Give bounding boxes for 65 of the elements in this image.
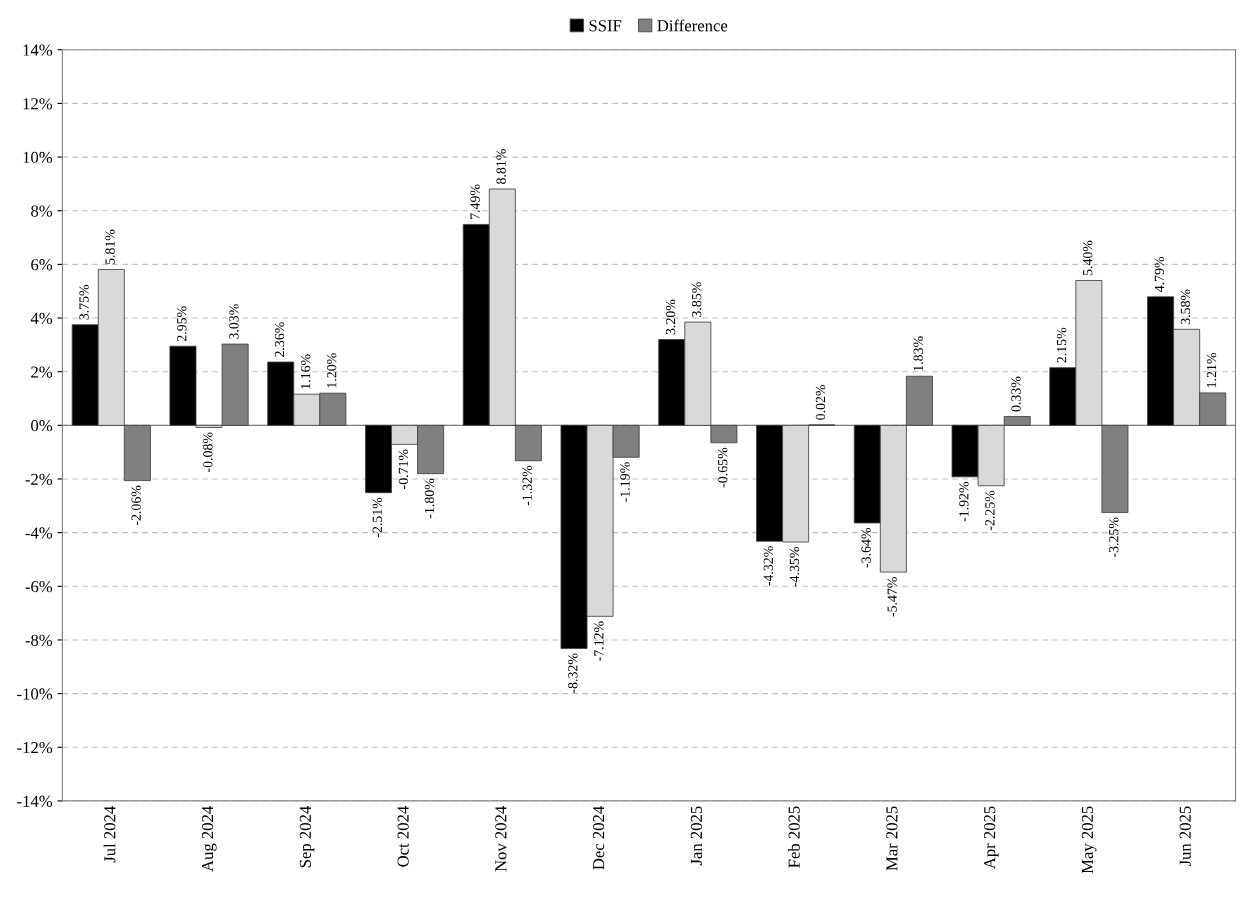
data-label: -3.25%	[1109, 517, 1119, 558]
data-label: -5.47%	[887, 577, 897, 617]
data-label: 2.15%	[1056, 327, 1067, 363]
x-tick-label: Nov 2024	[495, 806, 507, 872]
data-label: -1.19%	[620, 462, 630, 502]
data-label: 1.83%	[913, 336, 923, 371]
data-label: 1.16%	[300, 354, 311, 389]
data-label: -1.92%	[959, 481, 969, 522]
data-label: -0.71%	[398, 449, 409, 489]
data-label: -1.32%	[522, 465, 532, 506]
data-label: -7.12%	[594, 621, 604, 661]
y-tick-label: -12%	[17, 741, 53, 754]
y-tick-label: 2%	[31, 366, 53, 378]
y-tick-label: -6%	[25, 581, 53, 593]
x-tick-label: Aug 2024	[201, 806, 217, 872]
y-tick-label: 12%	[23, 98, 53, 110]
data-label: -8.32%	[568, 653, 578, 694]
y-tick-label: -10%	[17, 688, 53, 700]
y-tick-label: 10%	[23, 151, 53, 164]
y-tick-label: 14%	[23, 44, 53, 56]
data-label: -0.08%	[203, 432, 213, 472]
data-label: 2.36%	[274, 322, 285, 357]
data-label: 5.81%	[105, 229, 115, 265]
y-tick-label: 6%	[31, 259, 53, 271]
x-tick-label: Sep 2024	[299, 806, 315, 868]
data-label: 1.20%	[326, 353, 337, 388]
data-label: 8.81%	[496, 149, 506, 184]
data-label: 3.20%	[665, 299, 676, 335]
y-tick-label: 8%	[31, 205, 53, 217]
legend-label: Difference	[657, 19, 728, 32]
data-label: 3.58%	[1180, 289, 1191, 325]
x-tick-label: Mar 2025	[886, 806, 898, 871]
x-tick-label: May 2025	[1081, 806, 1097, 874]
data-label: 0.02%	[815, 384, 826, 420]
data-label: -3.64%	[861, 527, 871, 568]
data-label: -0.65%	[718, 447, 728, 488]
data-label: 3.75%	[79, 284, 89, 320]
x-tick-label: Feb 2025	[788, 806, 800, 868]
data-label: 0.33%	[1011, 376, 1021, 412]
data-label: 5.40%	[1082, 240, 1093, 276]
data-label: -2.25%	[985, 490, 995, 531]
y-tick-label: -14%	[17, 795, 53, 807]
x-tick-label: Jan 2025	[690, 806, 703, 866]
data-label: 7.49%	[470, 184, 480, 219]
data-label: -2.06%	[131, 485, 141, 526]
y-tick-label: -8%	[25, 634, 53, 646]
data-label: -2.51%	[372, 497, 383, 538]
x-tick-label: Dec 2024	[593, 806, 605, 870]
data-label: -4.35%	[789, 547, 800, 587]
x-tick-label: Apr 2025	[984, 806, 999, 870]
data-label: 3.03%	[229, 304, 239, 339]
y-tick-label: 0%	[31, 420, 53, 432]
data-label: -4.32%	[763, 546, 774, 586]
legend-label: SSIF	[589, 20, 622, 32]
y-tick-label: -4%	[25, 527, 53, 539]
x-tick-label: Jun 2025	[1179, 806, 1191, 867]
data-label: 1.21%	[1206, 352, 1217, 388]
data-label: 4.79%	[1154, 256, 1165, 293]
data-label: -1.80%	[424, 478, 435, 519]
y-tick-label: 4%	[30, 312, 53, 325]
x-tick-label: Jul 2024	[103, 806, 116, 863]
data-label: 2.95%	[177, 306, 187, 342]
data-label: 3.85%	[691, 282, 702, 317]
y-tick-label: -2%	[25, 473, 53, 485]
x-tick-label: Oct 2024	[397, 806, 409, 867]
